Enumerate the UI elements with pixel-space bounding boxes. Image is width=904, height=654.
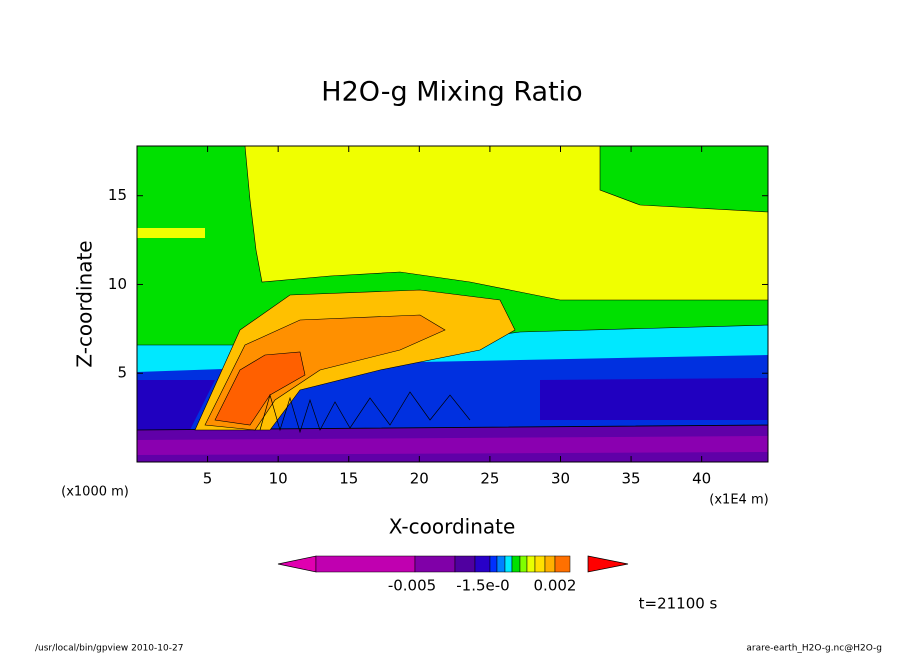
colorbar-segment — [489, 555, 498, 573]
footer-right: arare-earth_H2O-g.nc@H2O-g — [746, 644, 882, 654]
colorbar-segment — [519, 555, 528, 573]
contour-fill — [214, 351, 306, 426]
colorbar-segment — [496, 555, 506, 573]
x-tick-label: 15 — [339, 470, 358, 488]
x-tick-label: 5 — [203, 470, 213, 488]
contour-field — [136, 145, 769, 463]
x-tick-label: 25 — [480, 470, 499, 488]
colorbar-arrow — [277, 555, 317, 573]
x-tick-label: 10 — [269, 470, 288, 488]
plot-frame — [136, 145, 769, 463]
contour-fill — [137, 436, 768, 455]
contour-fill — [137, 380, 215, 430]
colorbar: -0.005 -1.5e-0 0.002 — [277, 555, 629, 595]
colorbar-label: -0.005 — [388, 577, 436, 595]
footer-left: /usr/local/bin/gpview 2010-10-27 — [35, 644, 183, 654]
colorbar-segment — [454, 555, 476, 573]
contour-fill — [244, 145, 769, 301]
colorbar-segment — [526, 555, 536, 573]
x-tick-label: 20 — [410, 470, 429, 488]
y-unit: (x1000 m) — [61, 485, 129, 500]
colorbar-segment — [504, 555, 513, 573]
contour-line — [259, 391, 471, 434]
colorbar-segment — [544, 555, 556, 573]
colorbar-label: -1.5e-0 — [456, 577, 509, 595]
colorbar-label: 0.002 — [534, 577, 577, 595]
contour-fill — [540, 378, 768, 420]
annotation: t=21100 s — [639, 595, 718, 613]
x-unit: (x1E4 m) — [709, 493, 768, 508]
x-tick-label: 30 — [551, 470, 570, 488]
x-tick-label: 40 — [692, 470, 711, 488]
x-tick-label: 35 — [622, 470, 641, 488]
colorbar-segment — [554, 555, 571, 573]
chart-title: H2O-g Mixing Ratio — [321, 77, 582, 108]
colorbar-segment — [414, 555, 456, 573]
y-tick-label: 10 — [108, 275, 127, 293]
colorbar-segment — [511, 555, 521, 573]
colorbar-segment — [534, 555, 546, 573]
colorbar-segment — [315, 555, 416, 573]
y-tick-label: 15 — [108, 186, 127, 204]
x-axis-label: X-coordinate — [389, 515, 516, 539]
y-tick-label: 5 — [117, 364, 127, 382]
colorbar-segment — [474, 555, 491, 573]
colorbar-arrow — [587, 555, 629, 573]
y-axis-label: Z-coordinate — [73, 240, 97, 367]
contour-fill — [137, 228, 205, 238]
